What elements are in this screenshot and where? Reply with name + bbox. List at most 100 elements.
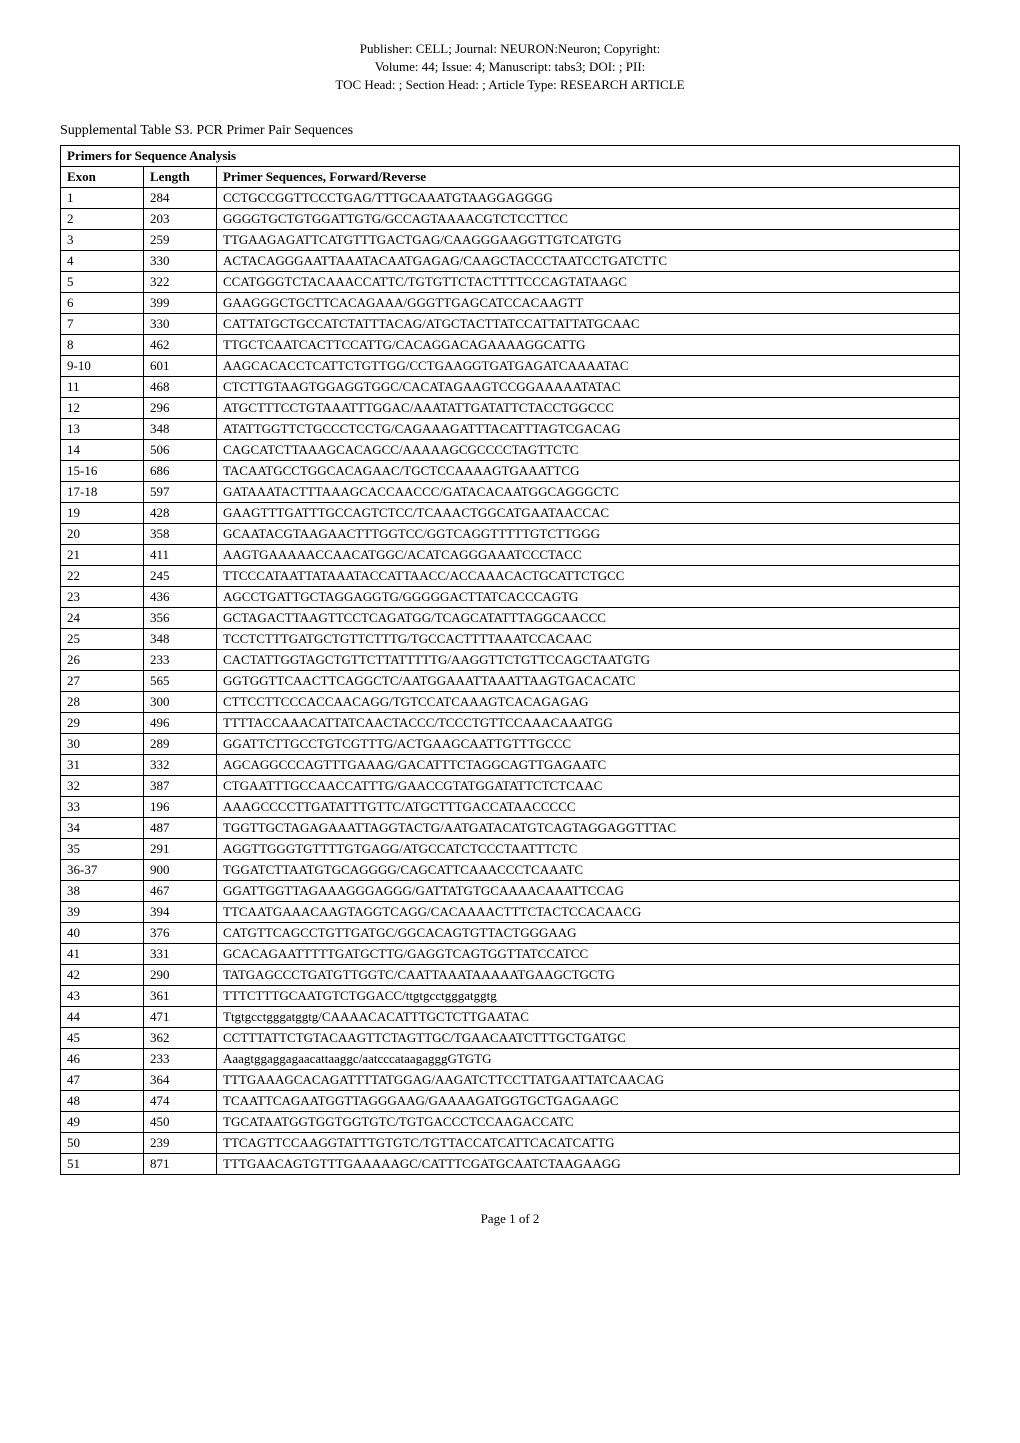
table-row: 44471Ttgtgcctgggatggtg/CAAAACACATTTGCTCT… [61,1006,960,1027]
table-row: 8462TTGCTCAATCACTTCCATTG/CACAGGACAGAAAAG… [61,334,960,355]
table-row: 25348TCCTCTTTGATGCTGTTCTTTG/TGCCACTTTTAA… [61,628,960,649]
cell-length: 871 [144,1153,217,1174]
page-footer: Page 1 of 2 [60,1211,960,1227]
cell-exon: 43 [61,985,144,1006]
cell-length: 196 [144,796,217,817]
cell-sequence: TTTCTTTGCAATGTCTGGACC/ttgtgcctgggatggtg [217,985,960,1006]
table-row: 17-18597GATAAATACTTTAAAGCACCAACCC/GATACA… [61,481,960,502]
cell-exon: 49 [61,1111,144,1132]
cell-sequence: GAAGTTTGATTTGCCAGTCTCC/TCAAACTGGCATGAATA… [217,502,960,523]
col-header-seq: Primer Sequences, Forward/Reverse [217,166,960,187]
cell-length: 394 [144,901,217,922]
cell-length: 597 [144,481,217,502]
table-row: 2203GGGGTGCTGTGGATTGTG/GCCAGTAAAACGTCTCC… [61,208,960,229]
table-row: 47364TTTGAAAGCACAGATTTTATGGAG/AAGATCTTCC… [61,1069,960,1090]
table-row: 41331GCACAGAATTTTTGATGCTTG/GAGGTCAGTGGTT… [61,943,960,964]
cell-sequence: CTGAATTTGCCAACCATTTG/GAACCGTATGGATATTCTC… [217,775,960,796]
cell-length: 450 [144,1111,217,1132]
cell-exon: 23 [61,586,144,607]
table-row: 4330ACTACAGGGAATTAAATACAATGAGAG/CAAGCTAC… [61,250,960,271]
cell-exon: 19 [61,502,144,523]
cell-sequence: CATGTTCAGCCTGTTGATGC/GGCACAGTGTTACTGGGAA… [217,922,960,943]
table-row: 51871TTTGAACAGTGTTTGAAAAAGC/CATTTCGATGCA… [61,1153,960,1174]
cell-exon: 41 [61,943,144,964]
table-row: 11468CTCTTGTAAGTGGAGGTGGC/CACATAGAAGTCCG… [61,376,960,397]
cell-length: 361 [144,985,217,1006]
header-line-3: TOC Head: ; Section Head: ; Article Type… [60,76,960,94]
cell-length: 239 [144,1132,217,1153]
cell-sequence: TTTTACCAAACATTATCAACTACCC/TCCCTGTTCCAAAC… [217,712,960,733]
cell-sequence: TTTGAACAGTGTTTGAAAAAGC/CATTTCGATGCAATCTA… [217,1153,960,1174]
cell-sequence: GAAGGGCTGCTTCACAGAAA/GGGTTGAGCATCCACAAGT… [217,292,960,313]
cell-length: 468 [144,376,217,397]
cell-sequence: GGTGGTTCAACTTCAGGCTC/AATGGAAATTAAATTAAGT… [217,670,960,691]
cell-sequence: TTTGAAAGCACAGATTTTATGGAG/AAGATCTTCCTTATG… [217,1069,960,1090]
table-row: 5322CCATGGGTCTACAAACCATTC/TGTGTTCTACTTTT… [61,271,960,292]
table-row: 1284CCTGCCGGTTCCCTGAG/TTTGCAAATGTAAGGAGG… [61,187,960,208]
cell-length: 300 [144,691,217,712]
cell-sequence: TGCATAATGGTGGTGGTGTC/TGTGACCCTCCAAGACCAT… [217,1111,960,1132]
cell-sequence: CATTATGCTGCCATCTATTTACAG/ATGCTACTTATCCAT… [217,313,960,334]
cell-length: 900 [144,859,217,880]
table-row: 46233Aaagtggaggagaacattaaggc/aatcccataag… [61,1048,960,1069]
cell-length: 358 [144,523,217,544]
table-row: 29496TTTTACCAAACATTATCAACTACCC/TCCCTGTTC… [61,712,960,733]
cell-exon: 5 [61,271,144,292]
cell-exon: 6 [61,292,144,313]
cell-exon: 34 [61,817,144,838]
cell-exon: 29 [61,712,144,733]
cell-sequence: GGATTCTTGCCTGTCGTTTG/ACTGAAGCAATTGTTTGCC… [217,733,960,754]
cell-sequence: TTCAGTTCCAAGGTATTTGTGTC/TGTTACCATCATTCAC… [217,1132,960,1153]
table-row: 50239TTCAGTTCCAAGGTATTTGTGTC/TGTTACCATCA… [61,1132,960,1153]
table-body: 1284CCTGCCGGTTCCCTGAG/TTTGCAAATGTAAGGAGG… [61,187,960,1174]
cell-exon: 48 [61,1090,144,1111]
cell-length: 376 [144,922,217,943]
column-header-row: Exon Length Primer Sequences, Forward/Re… [61,166,960,187]
table-caption: Supplemental Table S3. PCR Primer Pair S… [60,123,960,139]
table-row: 3259TTGAAGAGATTCATGTTTGACTGAG/CAAGGGAAGG… [61,229,960,250]
cell-exon: 35 [61,838,144,859]
cell-exon: 39 [61,901,144,922]
cell-length: 259 [144,229,217,250]
cell-sequence: AGGTTGGGTGTTTTGTGAGG/ATGCCATCTCCCTAATTTC… [217,838,960,859]
table-row: 33196AAAGCCCCTTGATATTTGTTC/ATGCTTTGACCAT… [61,796,960,817]
section-header-row: Primers for Sequence Analysis [61,145,960,166]
table-row: 35291AGGTTGGGTGTTTTGTGAGG/ATGCCATCTCCCTA… [61,838,960,859]
cell-length: 436 [144,586,217,607]
table-row: 31332AGCAGGCCCAGTTTGAAAG/GACATTTCTAGGCAG… [61,754,960,775]
table-row: 9-10601AAGCACACCTCATTCTGTTGG/CCTGAAGGTGA… [61,355,960,376]
cell-length: 290 [144,964,217,985]
cell-exon: 51 [61,1153,144,1174]
cell-sequence: CTTCCTTCCCACCAACAGG/TGTCCATCAAAGTCACAGAG… [217,691,960,712]
cell-sequence: TTCCCATAATTATAAATACCATTAACC/ACCAAACACTGC… [217,565,960,586]
cell-length: 332 [144,754,217,775]
cell-length: 233 [144,1048,217,1069]
cell-length: 330 [144,250,217,271]
table-row: 43361TTTCTTTGCAATGTCTGGACC/ttgtgcctgggat… [61,985,960,1006]
cell-sequence: ATATTGGTTCTGCCCTCCTG/CAGAAAGATTTACATTTAG… [217,418,960,439]
cell-sequence: AAAGCCCCTTGATATTTGTTC/ATGCTTTGACCATAACCC… [217,796,960,817]
cell-sequence: AGCCTGATTGCTAGGAGGTG/GGGGGACTTATCACCCAGT… [217,586,960,607]
table-row: 24356GCTAGACTTAAGTTCCTCAGATGG/TCAGCATATT… [61,607,960,628]
table-row: 48474TCAATTCAGAATGGTTAGGGAAG/GAAAAGATGGT… [61,1090,960,1111]
cell-exon: 13 [61,418,144,439]
cell-exon: 26 [61,649,144,670]
cell-length: 348 [144,418,217,439]
cell-exon: 14 [61,439,144,460]
col-header-exon: Exon [61,166,144,187]
table-row: 19428GAAGTTTGATTTGCCAGTCTCC/TCAAACTGGCAT… [61,502,960,523]
cell-exon: 33 [61,796,144,817]
cell-exon: 28 [61,691,144,712]
table-row: 42290TATGAGCCCTGATGTTGGTC/CAATTAAATAAAAA… [61,964,960,985]
cell-length: 289 [144,733,217,754]
cell-sequence: CCATGGGTCTACAAACCATTC/TGTGTTCTACTTTTCCCA… [217,271,960,292]
cell-exon: 31 [61,754,144,775]
cell-sequence: AAGCACACCTCATTCTGTTGG/CCTGAAGGTGATGAGATC… [217,355,960,376]
cell-length: 462 [144,334,217,355]
cell-sequence: CACTATTGGTAGCTGTTCTTATTTTTG/AAGGTTCTGTTC… [217,649,960,670]
table-row: 15-16686TACAATGCCTGGCACAGAAC/TGCTCCAAAAG… [61,460,960,481]
table-row: 30289GGATTCTTGCCTGTCGTTTG/ACTGAAGCAATTGT… [61,733,960,754]
cell-exon: 1 [61,187,144,208]
cell-sequence: TGGATCTTAATGTGCAGGGG/CAGCATTCAAACCCTCAAA… [217,859,960,880]
cell-length: 233 [144,649,217,670]
